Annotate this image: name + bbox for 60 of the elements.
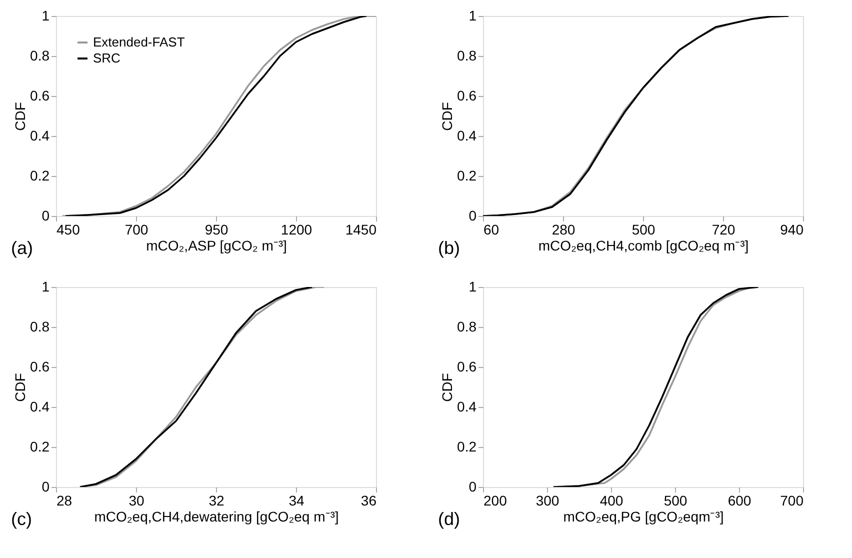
x-axis-title: mCO₂,ASP [gCO₂ m⁻³] xyxy=(146,238,287,254)
x-tick-label: 400 xyxy=(600,492,624,508)
x-tick-label: 34 xyxy=(288,492,304,508)
y-tick-label: 1 xyxy=(42,8,50,24)
y-tick-label: 0.2 xyxy=(30,168,50,184)
legend-label: SRC xyxy=(93,50,120,66)
x-axis-title: mCO₂eq,PG [gCO₂eqm⁻³] xyxy=(563,508,724,524)
y-tick-label: 1 xyxy=(468,8,477,24)
x-tick-label: 720 xyxy=(712,222,736,238)
text: (a) xyxy=(11,238,33,258)
x-tick-label: 600 xyxy=(728,492,752,508)
x-axis-title: mCO₂eq,CH4,dewatering [gCO₂eq m⁻³] xyxy=(94,508,339,524)
x-tick-label: 700 xyxy=(124,222,148,238)
y-tick-label: 0.6 xyxy=(30,88,50,104)
y-tick-label: 0.6 xyxy=(30,358,50,374)
y-tick-label: 0.2 xyxy=(457,168,477,184)
text: (c) xyxy=(11,509,32,529)
y-tick-label: 0 xyxy=(468,208,477,224)
x-tick-label: 1450 xyxy=(345,222,377,238)
y-tick-label: 0.4 xyxy=(30,128,50,144)
y-axis-title: CDF xyxy=(439,102,456,131)
y-tick-label: 0 xyxy=(42,478,50,494)
x-tick-label: 200 xyxy=(484,492,508,508)
y-tick-label: 0 xyxy=(468,478,477,494)
x-tick-label: 28 xyxy=(56,492,72,508)
x-tick-label: 950 xyxy=(204,222,228,238)
x-tick-label: 280 xyxy=(552,222,576,238)
x-tick-label: 36 xyxy=(360,492,377,508)
y-tick-label: 0.4 xyxy=(457,398,477,414)
y-tick-label: 0.8 xyxy=(30,48,50,64)
x-tick-label: 700 xyxy=(780,492,804,508)
y-tick-label: 0.8 xyxy=(457,48,477,64)
y-tick-label: 0 xyxy=(42,208,50,224)
x-tick-label: 1200 xyxy=(280,222,312,238)
y-axis-title: CDF xyxy=(12,373,28,402)
text: (d) xyxy=(438,509,460,529)
y-tick-label: 0.8 xyxy=(30,318,50,334)
y-tick-label: 0.8 xyxy=(457,318,477,334)
x-tick-label: 32 xyxy=(208,492,224,508)
x-tick-label: 30 xyxy=(128,492,144,508)
y-axis-title: CDF xyxy=(12,102,28,131)
x-tick-label: 940 xyxy=(780,222,804,238)
legend-label: Extended-FAST xyxy=(93,34,185,50)
y-tick-label: 0.6 xyxy=(457,358,477,374)
y-tick-label: 0.2 xyxy=(457,438,477,454)
x-tick-label: 300 xyxy=(536,492,560,508)
y-tick-label: 0.6 xyxy=(457,88,477,104)
y-tick-label: 0.2 xyxy=(30,438,50,454)
x-tick-label: 500 xyxy=(664,492,688,508)
x-tick-label: 500 xyxy=(632,222,656,238)
line-series xyxy=(483,16,790,216)
y-tick-label: 0.4 xyxy=(457,128,477,144)
x-tick-label: 60 xyxy=(484,222,500,238)
y-axis-title: CDF xyxy=(439,373,456,402)
x-tick-label: 450 xyxy=(56,222,80,238)
text: (b) xyxy=(438,238,460,258)
y-tick-label: 0.4 xyxy=(30,398,50,414)
y-tick-label: 1 xyxy=(42,278,50,294)
x-axis-title: mCO₂eq,CH4,comb [gCO₂eq m⁻³] xyxy=(538,238,749,254)
y-tick-label: 1 xyxy=(468,278,477,294)
